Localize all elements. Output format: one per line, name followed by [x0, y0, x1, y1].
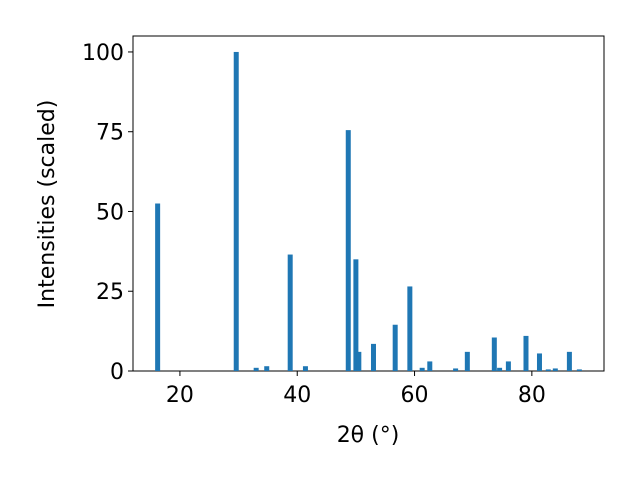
bar: [407, 286, 413, 371]
bar: [497, 367, 503, 371]
bar: [576, 369, 582, 371]
bar: [392, 324, 398, 371]
bar: [427, 361, 433, 371]
bar: [353, 259, 359, 371]
x-tick-label: 80: [518, 383, 546, 408]
y-tick-label: 0: [110, 360, 124, 385]
bar: [264, 366, 270, 371]
bar: [287, 254, 293, 371]
y-tick-label: 75: [96, 121, 124, 146]
bar: [523, 335, 529, 371]
bar: [302, 366, 308, 371]
bar: [536, 353, 542, 371]
bar: [552, 368, 558, 371]
bar: [491, 337, 497, 371]
bar: [464, 351, 470, 371]
bar: [566, 351, 572, 371]
plot-frame: [132, 35, 605, 372]
y-axis-label: Intensities (scaled): [35, 100, 60, 309]
bar: [155, 203, 161, 371]
x-axis-label: 2θ (°): [337, 423, 400, 448]
bar: [419, 367, 425, 371]
y-tick-label: 50: [96, 200, 124, 225]
bar: [253, 367, 259, 371]
bar: [505, 361, 511, 371]
bar: [233, 51, 239, 371]
bar: [545, 369, 551, 371]
x-tick-label: 40: [283, 383, 311, 408]
bar: [345, 130, 351, 371]
bar: [453, 368, 459, 371]
bar: [370, 343, 376, 371]
x-tick-label: 60: [401, 383, 429, 408]
y-tick-label: 25: [96, 280, 124, 305]
y-tick-label: 100: [82, 41, 124, 66]
bar: [356, 351, 362, 371]
x-tick-label: 20: [166, 383, 194, 408]
